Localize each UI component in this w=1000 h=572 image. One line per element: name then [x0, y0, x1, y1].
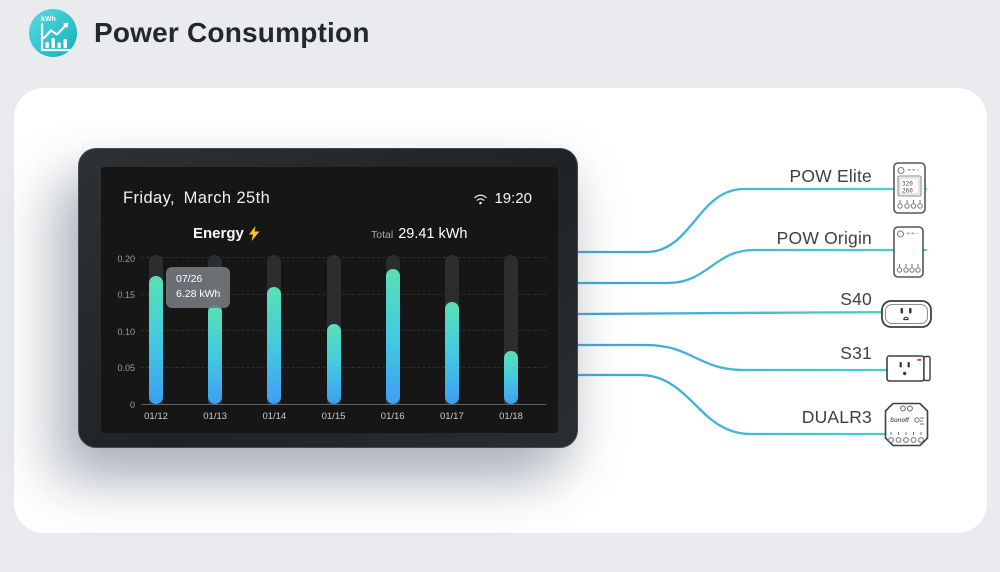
- s31-icon: [886, 355, 931, 382]
- svg-text:260: 260: [902, 188, 913, 195]
- total-value: 29.41 kWh: [398, 226, 468, 242]
- time-label: 19:20: [494, 190, 532, 207]
- svg-text:320: 320: [902, 181, 913, 188]
- s40-icon: [881, 300, 932, 328]
- svg-text:kWh: kWh: [41, 16, 56, 23]
- x-axis-tick: 01/13: [203, 411, 228, 422]
- bar-01/12[interactable]: [149, 276, 163, 404]
- device-label-pow-elite: POW Elite: [789, 166, 872, 186]
- total-energy: Total 29.41 kWh: [371, 226, 468, 242]
- gridline: [141, 257, 546, 258]
- x-axis-tick: 01/15: [321, 411, 346, 422]
- energy-label-text: Energy: [193, 225, 244, 242]
- bar-01/14[interactable]: [267, 287, 282, 404]
- x-axis-tick: 01/18: [499, 411, 523, 422]
- chart-plot-area: 01/12 01/13 01/14 01/15 01/16 01/17 01/18: [141, 255, 546, 422]
- svg-text:Sonoff: Sonoff: [890, 418, 910, 424]
- total-label: Total: [371, 229, 394, 241]
- device-label-s31: S31: [840, 343, 872, 363]
- dualr3-icon: Sonoff: [884, 402, 929, 447]
- x-axis-tick: 01/14: [262, 411, 287, 422]
- y-axis-tick: 0: [129, 399, 135, 410]
- status-bar: Friday, March 25th 19:20: [123, 189, 532, 208]
- date-label: Friday, March 25th: [123, 189, 271, 207]
- wifi-icon: [474, 194, 488, 204]
- device-label-pow-origin: POW Origin: [776, 228, 872, 248]
- nspanel-device: Friday, March 25th 19:20 Energy Tota: [78, 148, 578, 448]
- bar-01/17[interactable]: [444, 301, 459, 404]
- gridline: [141, 330, 546, 331]
- chart-tooltip: 07/26 6.28 kWh: [166, 267, 231, 309]
- device-label-dualr3: DUALR3: [801, 407, 872, 427]
- kwh-chart-icon: kWh: [29, 9, 77, 57]
- y-axis-tick: 0.20: [117, 253, 135, 264]
- bar-01/13[interactable]: [208, 305, 223, 404]
- gridline: [141, 366, 546, 368]
- y-axis-tick: 0.05: [117, 363, 135, 373]
- x-axis-tick: 01/12: [144, 411, 168, 422]
- x-axis-tick: 01/16: [380, 411, 405, 422]
- gridline: [141, 293, 546, 295]
- energy-bar-chart[interactable]: 01/12 01/13 01/14 01/15 01/16 01/17 01/18 07/2…: [101, 167, 558, 433]
- lightning-icon: [248, 226, 260, 241]
- page-header: kWh Power Consumption: [28, 8, 370, 58]
- y-axis-tick: 0.10: [117, 326, 135, 337]
- bar-01/16[interactable]: [385, 268, 400, 404]
- device-screen: Friday, March 25th 19:20 Energy Tota: [101, 167, 558, 433]
- bar-01/15[interactable]: [326, 323, 341, 404]
- pow-elite-icon: 320 260: [893, 162, 926, 214]
- tooltip-value: 6.28 kWh: [176, 288, 221, 301]
- pow-origin-icon: [893, 226, 924, 278]
- device-label-s40: S40: [840, 289, 872, 309]
- x-axis-tick: 01/17: [439, 411, 464, 422]
- energy-tab[interactable]: Energy: [193, 225, 260, 242]
- tooltip-date: 07/26: [176, 273, 203, 285]
- page-title: Power Consumption: [94, 17, 370, 48]
- y-axis-tick: 0.15: [117, 290, 135, 300]
- bar-01/18[interactable]: [504, 350, 519, 404]
